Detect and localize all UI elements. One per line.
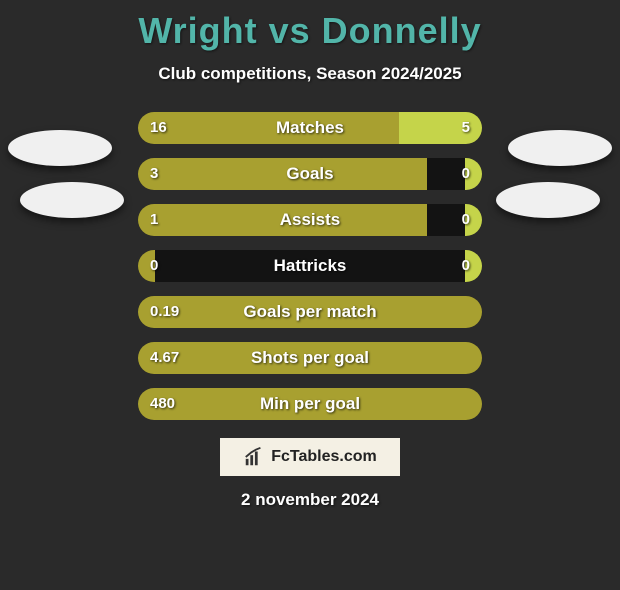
stat-value-right: 0 bbox=[462, 204, 470, 236]
stat-value-right: 0 bbox=[462, 250, 470, 282]
stat-bar-left bbox=[138, 388, 482, 420]
stat-bar-left bbox=[138, 158, 427, 190]
comparison-title: Wright vs Donnelly bbox=[0, 10, 620, 52]
comparison-subtitle: Club competitions, Season 2024/2025 bbox=[0, 64, 620, 84]
chart-icon bbox=[243, 446, 265, 468]
stat-value-left: 3 bbox=[150, 158, 158, 190]
stat-bar-container: Matches165 bbox=[138, 112, 482, 144]
stat-value-right: 0 bbox=[462, 158, 470, 190]
stat-value-left: 4.67 bbox=[150, 342, 179, 374]
date-label: 2 november 2024 bbox=[0, 490, 620, 510]
site-logo: FcTables.com bbox=[220, 438, 400, 476]
stat-bar-left bbox=[138, 296, 482, 328]
stat-row: Hattricks00 bbox=[0, 250, 620, 282]
stat-value-left: 0 bbox=[150, 250, 158, 282]
stat-value-left: 1 bbox=[150, 204, 158, 236]
stat-value-right: 5 bbox=[462, 112, 470, 144]
stat-row: Matches165 bbox=[0, 112, 620, 144]
stat-row: Goals30 bbox=[0, 158, 620, 190]
stat-bar-container: Min per goal480 bbox=[138, 388, 482, 420]
stat-row: Goals per match0.19 bbox=[0, 296, 620, 328]
stat-value-left: 480 bbox=[150, 388, 175, 420]
stat-row: Min per goal480 bbox=[0, 388, 620, 420]
stat-row: Shots per goal4.67 bbox=[0, 342, 620, 374]
stat-bar-container: Hattricks00 bbox=[138, 250, 482, 282]
site-logo-text: FcTables.com bbox=[271, 448, 377, 466]
stat-bar-container: Goals30 bbox=[138, 158, 482, 190]
stat-value-left: 0.19 bbox=[150, 296, 179, 328]
stat-bar-left bbox=[138, 204, 427, 236]
stat-bar-left bbox=[138, 342, 482, 374]
stat-bar-left bbox=[138, 112, 399, 144]
stat-value-left: 16 bbox=[150, 112, 167, 144]
stat-bar-container: Assists10 bbox=[138, 204, 482, 236]
stats-chart: Matches165Goals30Assists10Hattricks00Goa… bbox=[0, 112, 620, 420]
stat-bar-container: Goals per match0.19 bbox=[138, 296, 482, 328]
stat-row: Assists10 bbox=[0, 204, 620, 236]
stat-bar-track bbox=[138, 250, 482, 282]
stat-bar-container: Shots per goal4.67 bbox=[138, 342, 482, 374]
